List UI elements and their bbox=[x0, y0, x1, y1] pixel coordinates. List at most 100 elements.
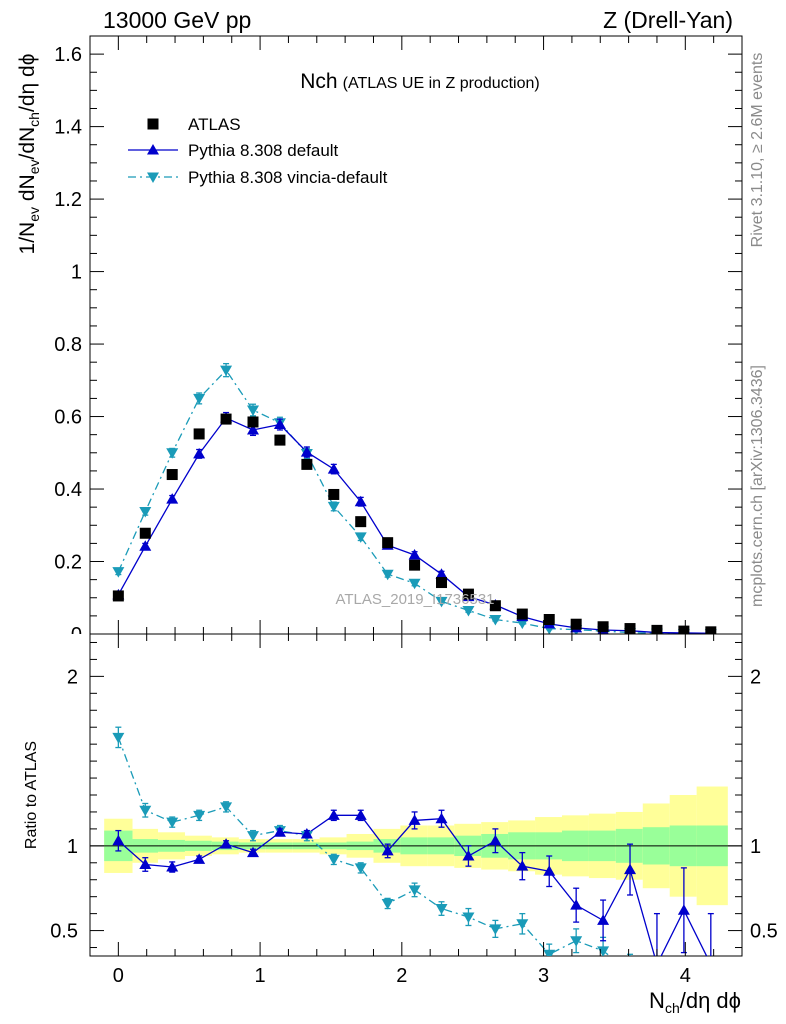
vincia-data-point bbox=[435, 596, 448, 608]
vincia-data-point bbox=[354, 863, 367, 874]
vincia-data-point bbox=[462, 912, 475, 924]
default-data-point bbox=[166, 493, 179, 504]
mcplots-label: mcplots.cern.ch [arXiv:1306.3436] bbox=[749, 365, 766, 607]
default-data-point bbox=[408, 814, 421, 825]
atlas-data-point bbox=[436, 577, 448, 589]
vincia-data-point bbox=[516, 618, 529, 630]
default-data-point bbox=[193, 447, 206, 459]
atlas-data-point bbox=[220, 413, 232, 425]
y-tick-label: 1.6 bbox=[54, 44, 82, 66]
default-data-point bbox=[435, 568, 448, 579]
atlas-data-point bbox=[489, 600, 501, 612]
default-data-point bbox=[327, 463, 340, 474]
atlas-data-point bbox=[678, 625, 690, 634]
vincia-data-point bbox=[408, 885, 421, 896]
default-data-point bbox=[139, 540, 152, 551]
default-data-point bbox=[300, 446, 313, 457]
vincia-data-point bbox=[408, 578, 421, 590]
vincia-data-point bbox=[327, 854, 340, 866]
default-data-point bbox=[247, 423, 259, 435]
vincia-data-point bbox=[112, 567, 125, 578]
atlas-data-point bbox=[516, 608, 528, 620]
default-data-point bbox=[327, 809, 340, 820]
ratio-y-tick-label: 0.5 bbox=[50, 921, 78, 943]
vincia-data-point bbox=[381, 569, 394, 581]
default-data-point bbox=[354, 495, 367, 507]
vincia-data-point bbox=[381, 898, 394, 910]
default-data-point bbox=[273, 418, 286, 430]
vincia-data-point bbox=[489, 615, 502, 626]
legend: ATLAS Pythia 8.308 default Pythia 8.308 vi… bbox=[128, 115, 388, 187]
atlas-data-point bbox=[624, 623, 636, 634]
legend-marker-vincia bbox=[147, 172, 159, 183]
vincia-data-point bbox=[651, 977, 663, 988]
vincia-data-point bbox=[624, 967, 636, 978]
x-tick-label: 4 bbox=[680, 965, 691, 987]
y-tick-label: 1.2 bbox=[54, 189, 82, 211]
default-data-point bbox=[220, 838, 233, 849]
x-tick-label: 1 bbox=[255, 965, 266, 987]
ratio-y-tick-label-right: 0.5 bbox=[750, 921, 778, 943]
process-label: Z (Drell-Yan) bbox=[603, 7, 733, 33]
y-tick-label: 0.6 bbox=[54, 407, 82, 429]
ratio-y-tick-label: 1 bbox=[67, 836, 78, 858]
x-tick-label: 3 bbox=[538, 965, 549, 987]
atlas-data-point bbox=[112, 590, 124, 602]
y-tick-label-zero: 0 bbox=[71, 624, 82, 646]
atlas-data-point bbox=[597, 621, 609, 633]
atlas-data-point bbox=[355, 516, 367, 528]
atlas-data-point bbox=[462, 588, 474, 600]
vincia-data-point bbox=[220, 802, 233, 813]
atlas-data-point bbox=[247, 416, 259, 428]
default-data-point bbox=[677, 904, 690, 915]
default-data-point bbox=[624, 863, 637, 875]
vincia-data-point bbox=[516, 919, 529, 930]
ratio-axis-label: Ratio to ATLAS bbox=[23, 741, 40, 849]
vincia-data-point bbox=[193, 810, 206, 822]
main-panel: 0.2 0.4 0.6 0.8 1 1.2 1.4 1.6 0 Nch (ATLAS UE in … bbox=[16, 35, 743, 646]
y-axis-label: 1/Nev dNev/dNch/dη dϕ bbox=[16, 54, 42, 255]
default-data-point bbox=[193, 853, 206, 864]
ratio-y-tick-label-right: 2 bbox=[750, 666, 761, 688]
y-tick-label: 0.2 bbox=[54, 552, 82, 574]
vincia-data-point bbox=[112, 732, 125, 744]
legend-marker-atlas bbox=[147, 118, 159, 130]
atlas-data-point bbox=[382, 537, 394, 549]
default-data-point bbox=[516, 860, 529, 871]
plot-title: Nch (ATLAS UE in Z production) bbox=[300, 70, 539, 93]
vincia-data-point bbox=[193, 393, 206, 405]
vincia-data-point bbox=[327, 501, 340, 513]
ratio-y-tick-label-right: 1 bbox=[750, 836, 761, 858]
atlas-data-point bbox=[570, 618, 582, 630]
default-data-point bbox=[112, 834, 125, 846]
vincia-data-point bbox=[220, 365, 233, 377]
y-tick-label: 1 bbox=[71, 262, 82, 284]
default-data-point bbox=[705, 958, 717, 969]
ratio-frame bbox=[89, 633, 743, 957]
x-tick-label: 2 bbox=[396, 965, 407, 987]
atlas-data-point bbox=[409, 559, 421, 571]
legend-label: Pythia 8.308 default bbox=[188, 141, 339, 160]
energy-label: 13000 GeV pp bbox=[103, 7, 251, 33]
atlas-data-point bbox=[328, 488, 340, 500]
y-tick-label: 0.4 bbox=[54, 479, 82, 501]
legend-label: Pythia 8.308 vincia-default bbox=[188, 168, 388, 187]
default-data-point bbox=[381, 844, 394, 856]
vincia-data-point bbox=[462, 605, 475, 617]
atlas-data-point bbox=[274, 434, 286, 446]
default-data-point bbox=[300, 827, 313, 839]
ratio-y-tick-label: 2 bbox=[67, 666, 78, 688]
default-data-point bbox=[139, 858, 152, 869]
atlas-data-point bbox=[543, 614, 555, 626]
vincia-data-point bbox=[354, 532, 367, 543]
vincia-data-point bbox=[543, 949, 556, 956]
vincia-data-point bbox=[247, 405, 259, 417]
rivet-label: Rivet 3.1.10, ≥ 2.6M events bbox=[749, 53, 766, 248]
vincia-data-point bbox=[570, 936, 583, 947]
default-data-point bbox=[597, 914, 610, 925]
default-data-point bbox=[651, 958, 663, 969]
y-tick-label: 1.4 bbox=[54, 117, 82, 139]
analysis-watermark: ATLAS_2019_I1736531 bbox=[335, 591, 494, 608]
vincia-data-point bbox=[139, 507, 152, 518]
